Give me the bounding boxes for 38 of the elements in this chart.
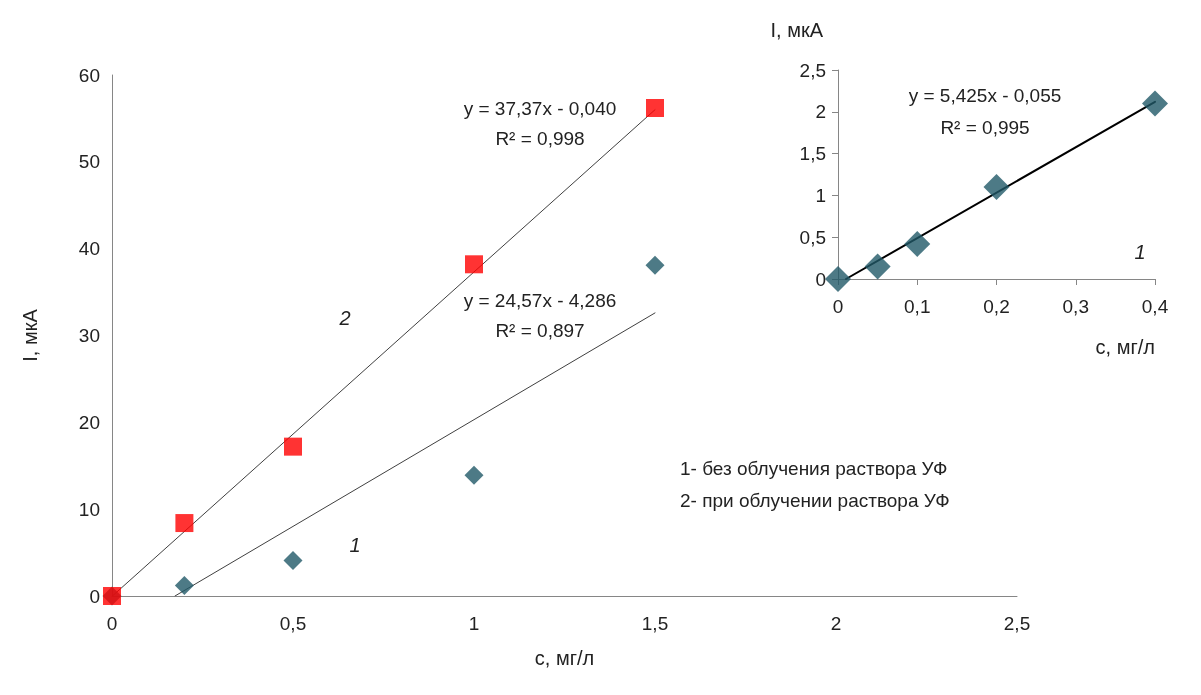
y-tick-label: 10 — [78, 498, 100, 520]
x-tick-label: 0,5 — [279, 613, 307, 634]
annotation: y = 5,425x - 0,055 — [908, 84, 1062, 106]
annotation: y = 24,57x - 4,286 — [463, 289, 617, 311]
annotation: 1- без облучения раствора УФ — [680, 457, 948, 479]
x-tick-label: 0,4 — [1141, 296, 1169, 317]
y-tick-label: 60 — [78, 64, 100, 86]
x-tick-label: 0,1 — [904, 296, 931, 317]
y-tick-label: 20 — [78, 411, 100, 433]
y-tick-label: 2 — [815, 101, 826, 123]
annotation: 2- при облучении раствора УФ — [680, 489, 950, 511]
y-tick-label: 0 — [89, 585, 100, 607]
x-axis-title: c, мг/л — [1095, 336, 1155, 358]
x-axis-title: c, мг/л — [534, 647, 595, 669]
y-tick-label: 1 — [815, 184, 826, 206]
x-tick-label: 2 — [830, 613, 842, 634]
annotation: R² = 0,995 — [940, 116, 1030, 138]
annotation: y = 37,37x - 0,040 — [463, 97, 617, 119]
x-tick-label: 1 — [468, 613, 480, 634]
y-tick-label: 50 — [78, 151, 100, 173]
y-tick-label: 0,5 — [799, 226, 826, 248]
y-tick-label: 30 — [78, 325, 100, 346]
annotation: 1 — [1134, 241, 1146, 263]
y-tick-label: 2,5 — [799, 59, 826, 81]
x-tick-label: 0 — [106, 613, 118, 634]
x-tick-label: 2,5 — [1003, 613, 1031, 634]
annotation: R² = 0,998 — [495, 127, 585, 149]
y-tick-label: 40 — [78, 238, 100, 260]
x-tick-label: 0,2 — [983, 296, 1010, 317]
x-tick-label: 1,5 — [641, 613, 669, 634]
y-axis-title: I, мкА — [770, 19, 824, 41]
y-tick-label: 1,5 — [799, 143, 826, 165]
annotation: R² = 0,897 — [495, 319, 585, 341]
x-tick-label: 0,3 — [1062, 296, 1089, 317]
x-tick-label: 0 — [832, 296, 844, 317]
y-tick-label: 0 — [815, 268, 826, 290]
y-axis-title: I, мкА — [19, 308, 41, 362]
annotation: 1 — [349, 534, 361, 556]
